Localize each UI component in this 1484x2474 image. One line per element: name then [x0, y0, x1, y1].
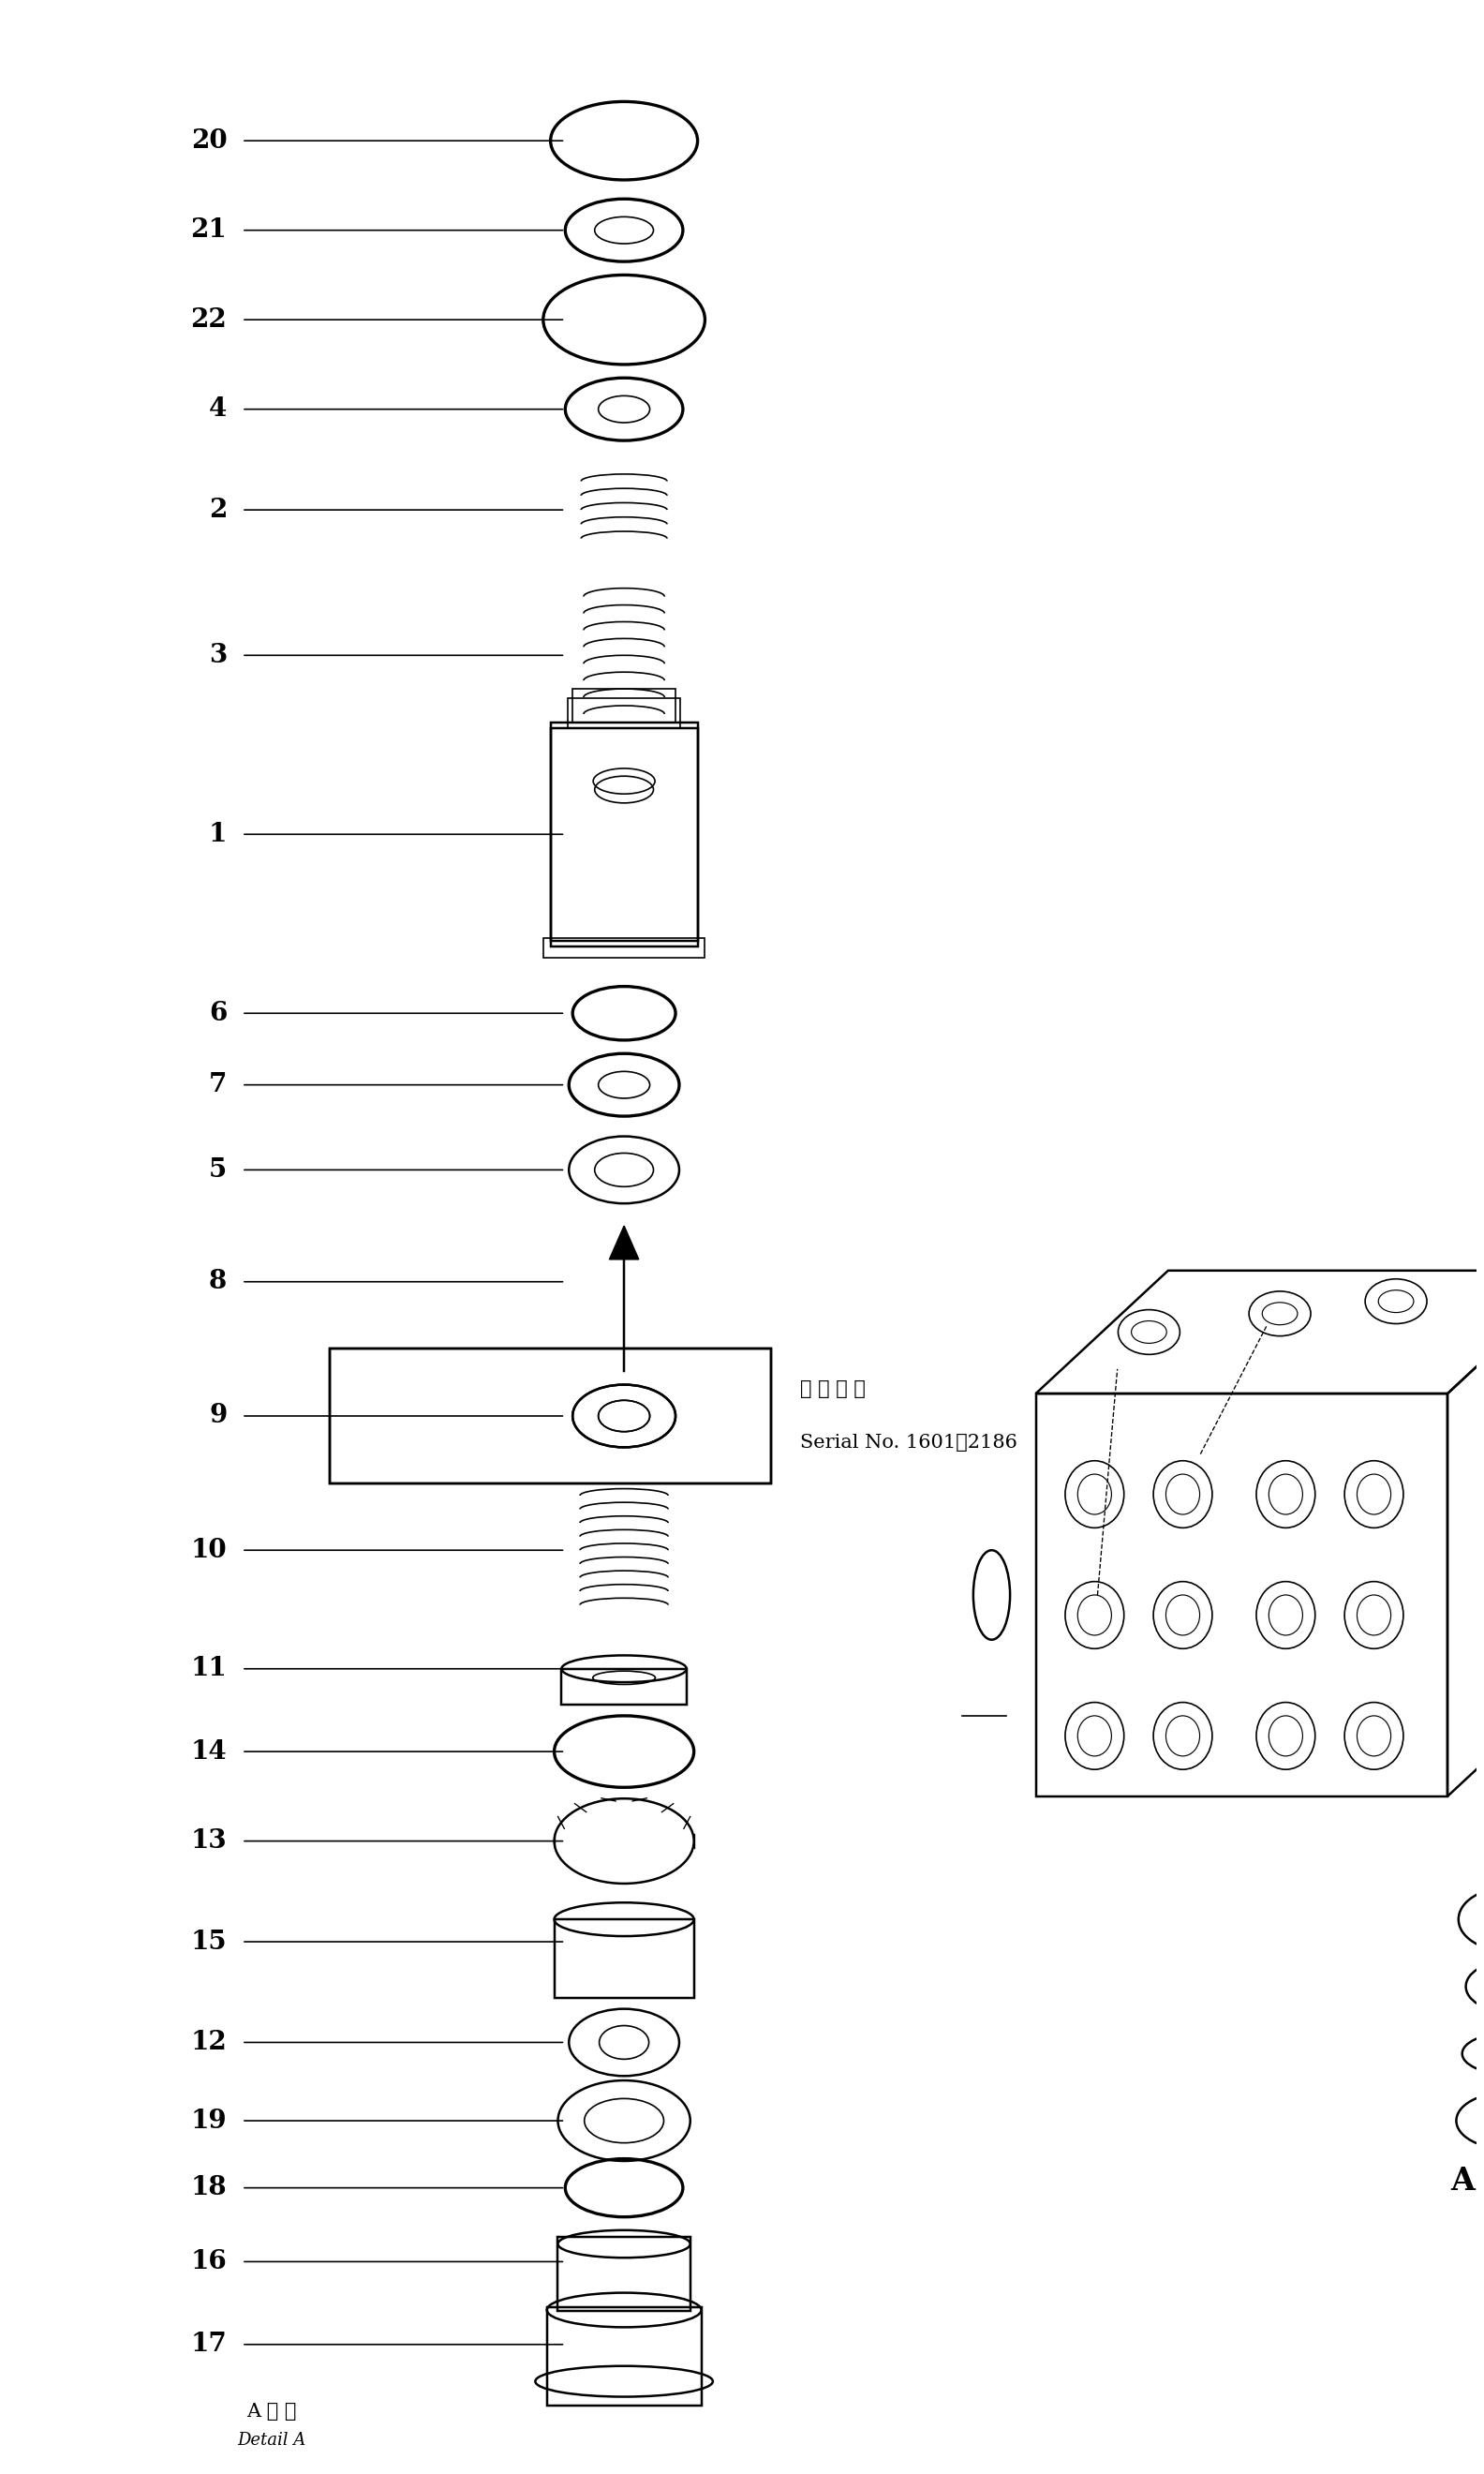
Bar [551, 722, 697, 945]
Text: A 詳 細: A 詳 細 [246, 2402, 297, 2420]
Text: Serial No. 1601～2186: Serial No. 1601～2186 [800, 1435, 1018, 1452]
Text: 19: 19 [191, 2108, 227, 2133]
Bar [329, 1348, 772, 1482]
Bar [568, 698, 680, 727]
Text: 15: 15 [191, 1930, 227, 1954]
Bar [551, 727, 697, 940]
Text: 7: 7 [209, 1071, 227, 1098]
Text: 12: 12 [191, 2029, 227, 2056]
Text: 17: 17 [191, 2333, 227, 2358]
Text: 2: 2 [209, 497, 227, 522]
Text: 8: 8 [209, 1269, 227, 1294]
Text: 14: 14 [191, 1739, 227, 1764]
Bar [554, 1920, 695, 1997]
Text: 5: 5 [209, 1158, 227, 1183]
Bar [543, 938, 705, 957]
Bar [548, 2308, 702, 2407]
Text: 適 用 号 機: 適 用 号 機 [800, 1380, 867, 1398]
Bar [558, 2236, 690, 2311]
Text: 20: 20 [191, 129, 227, 153]
Bar [329, 1348, 772, 1482]
Text: 18: 18 [191, 2175, 227, 2199]
Text: 10: 10 [191, 1536, 227, 1564]
Text: 13: 13 [191, 1828, 227, 1853]
Text: 1: 1 [209, 821, 227, 846]
Text: 9: 9 [209, 1403, 227, 1427]
Polygon shape [610, 1225, 638, 1259]
Text: 6: 6 [209, 999, 227, 1027]
Text: 22: 22 [191, 307, 227, 332]
Text: 16: 16 [191, 2249, 227, 2274]
Text: 4: 4 [209, 396, 227, 423]
Bar [561, 1670, 687, 1705]
Text: 21: 21 [191, 218, 227, 242]
Text: Detail A: Detail A [237, 2432, 306, 2449]
Text: 11: 11 [191, 1655, 227, 1682]
Text: 3: 3 [209, 643, 227, 668]
Text: A: A [1450, 2165, 1474, 2197]
Bar [573, 688, 675, 722]
